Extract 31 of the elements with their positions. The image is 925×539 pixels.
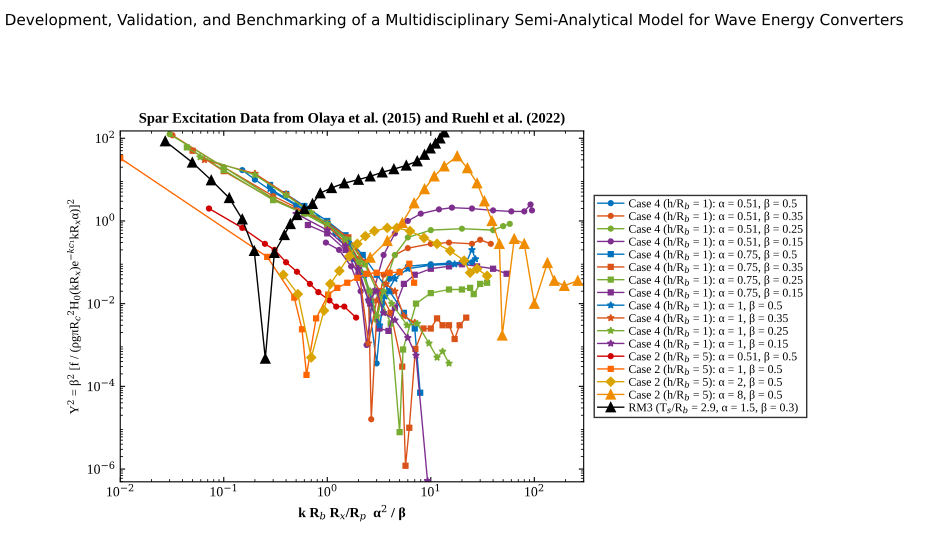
y-tick-label: 10$^{−4}$ — [88, 378, 114, 392]
y-tick-label: 10$^{−2}$ — [88, 296, 114, 309]
y-tick-label: 10$^{−6}$ — [88, 462, 114, 474]
x-tick-label: 10$^{2}$ — [525, 484, 544, 496]
text: Υ$^{2}$ = β$^{2}$ [f / (ρgπR$_{c}$$^{2}$H$_{0}$(kR$_{x}$)e$^{−kc₁}$kR$_{x}$α)]$^{2}$ — [67, 200, 81, 414]
chart-title: Development, Validation, and Benchmarking of a Multidisciplinary Semi-Analytical Model for Wave Energy Converters — [6, 13, 903, 28]
chart-subtitle: Spar Excitation Data from Olaya et al. (2015) and Ruehl et al. (2022) — [140, 112, 565, 126]
legend-label: Case 4 (h/R$_{b}$ = 1): α = 0.75, β = 0.5 — [628, 250, 797, 261]
legend-label: Case 4 (h/R$_{b}$ = 1): α = 0.51, β = 0.35 — [628, 212, 803, 223]
legend-label: Case 4 (h/R$_{b}$ = 1): α = 1, β = 0.25 — [628, 326, 788, 338]
legend-label: Case 4 (h/R$_{b}$ = 1): α = 0.75, β = 0.35 — [628, 262, 803, 274]
x-tick-label: 10$^{1}$ — [422, 484, 440, 496]
x-tick-label: 10$^{−1}$ — [210, 484, 236, 496]
legend-label: Case 4 (h/R$_{b}$ = 1): α = 1, β = 0.35 — [628, 314, 788, 325]
x-tick-label: 10$^{−2}$ — [107, 484, 134, 496]
legend-label: Case 4 (h/R$_{b}$ = 1): α = 0.75, β = 0.15 — [628, 288, 803, 300]
y-tick-label: 10$^{0}$ — [96, 213, 114, 226]
legend-label: Case 4 (h/R$_{b}$ = 1): α = 0.75, β = 0.25 — [628, 275, 803, 286]
legend-label: Case 4 (h/R$_{b}$ = 1): α = 1, β = 0.5 — [628, 300, 782, 312]
legend-label: Case 2 (h/R$_{b}$ = 5): α = 0.51, β = 0.5 — [628, 352, 797, 363]
legend-label: Case 2 (h/R$_{b}$ = 5): α = 1, β = 0.5 — [628, 364, 782, 376]
legend-label: Case 2 (h/R$_{b}$ = 5): α = 2, β = 0.5 — [628, 377, 782, 388]
text: k R$_{b}$ R$_{x}$/R$_{p}$ α$^{2}$ / β — [298, 504, 406, 522]
legend-label: Case 4 (h/R$_{b}$ = 1): α = 0.51, β = 0.15 — [628, 237, 803, 248]
x-tick-label: 10$^{0}$ — [318, 484, 336, 496]
y-tick-label: 10$^{2}$ — [96, 130, 114, 144]
legend-label: Case 4 (h/R$_{b}$ = 1): α = 0.51, β = 0.25 — [628, 224, 803, 236]
legend-label: Case 4 (h/R$_{b}$ = 1): α = 1, β = 0.15 — [628, 339, 788, 350]
legend-label: RM3 (T$_{s}$/R$_{b}$ = 2.9, α = 1.5, β = 0.3) — [628, 402, 798, 414]
legend-label: Case 2 (h/R$_{b}$ = 5): α = 8, β = 0.5 — [628, 390, 782, 402]
legend-label: Case 4 (h/R$_{b}$ = 1): α = 0.51, β = 0.5 — [628, 198, 797, 210]
